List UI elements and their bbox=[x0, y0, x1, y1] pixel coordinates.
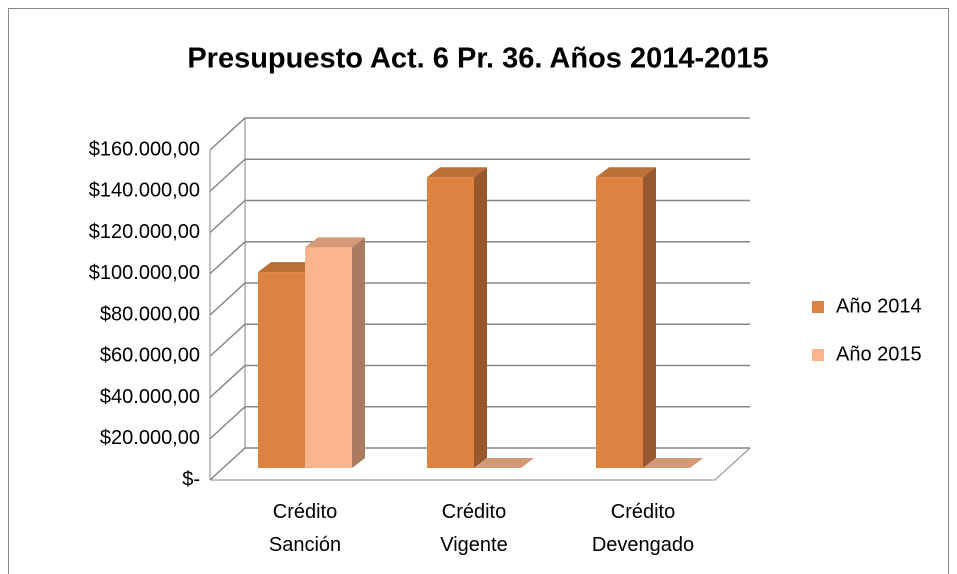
legend-swatch bbox=[812, 301, 824, 313]
bar bbox=[474, 458, 534, 468]
x-tick-label: Crédito Vigente bbox=[440, 501, 508, 556]
bar-side bbox=[352, 237, 365, 468]
legend-swatch bbox=[812, 349, 824, 361]
floor-edge bbox=[210, 447, 751, 481]
y-tick-label: $140.000,00 bbox=[89, 180, 200, 202]
y-tick-label: $20.000,00 bbox=[100, 427, 200, 449]
chart-border bbox=[8, 8, 949, 574]
bar bbox=[596, 167, 656, 468]
grid-line bbox=[209, 117, 750, 151]
legend-label: Año 2014 bbox=[836, 295, 922, 317]
bar-front bbox=[427, 177, 474, 468]
bar-top bbox=[474, 458, 534, 468]
grid-line bbox=[209, 199, 750, 234]
grid-line bbox=[209, 406, 750, 440]
y-tick-label: $100.000,00 bbox=[89, 262, 200, 284]
bar-top bbox=[305, 237, 365, 248]
grid-line bbox=[209, 323, 750, 357]
bar-front bbox=[258, 272, 305, 468]
bar bbox=[643, 458, 703, 468]
grid-line bbox=[209, 282, 750, 316]
legend-label: Año 2015 bbox=[836, 343, 922, 365]
bar-front bbox=[305, 247, 352, 468]
bar-top bbox=[643, 458, 703, 468]
x-tick-label: Crédito Devengado bbox=[591, 501, 695, 556]
bar-top bbox=[596, 167, 656, 178]
y-tick-label: $- bbox=[182, 468, 200, 490]
grid-line bbox=[209, 241, 750, 275]
chart-title: Presupuesto Act. 6 Pr. 36. Años 2014-201… bbox=[187, 43, 768, 75]
y-tick-label: $80.000,00 bbox=[100, 303, 200, 325]
y-tick-label: $40.000,00 bbox=[100, 386, 200, 408]
bar-front bbox=[596, 177, 643, 468]
bar bbox=[305, 237, 365, 468]
grid-line bbox=[209, 364, 750, 399]
bar-top bbox=[427, 167, 487, 178]
bar bbox=[427, 167, 487, 468]
y-tick-label: $120.000,00 bbox=[89, 221, 200, 243]
x-tick-label: Crédito Sanción bbox=[268, 501, 342, 556]
grid-line bbox=[209, 447, 750, 481]
bar-side bbox=[643, 167, 656, 468]
bar-side bbox=[474, 167, 487, 468]
bar-top bbox=[258, 262, 318, 273]
grid-line bbox=[209, 158, 750, 192]
y-tick-label: $60.000,00 bbox=[100, 345, 200, 367]
y-tick-label: $160.000,00 bbox=[89, 138, 200, 160]
